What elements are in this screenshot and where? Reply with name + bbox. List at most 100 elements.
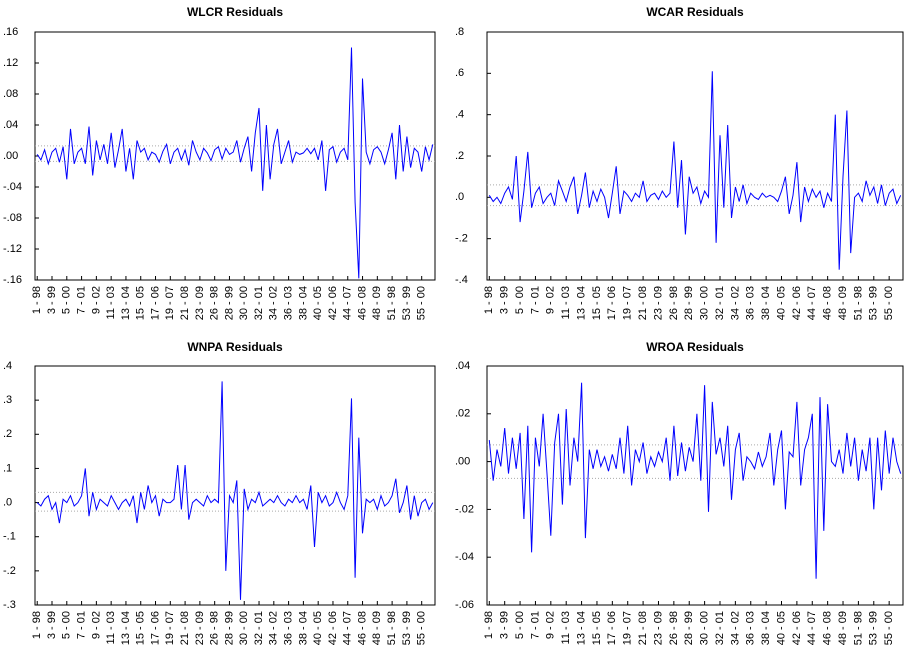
y-tick-label: .12 — [3, 57, 18, 69]
x-tick-label: 17 - 06 — [606, 286, 618, 320]
x-tick-label: 23 - 09 — [652, 611, 664, 645]
x-tick-label: 1 - 98 — [31, 611, 43, 639]
y-tick-label: .4 — [455, 109, 464, 121]
x-tick-label: 32 - 01 — [714, 611, 726, 645]
x-tick-label: 7 - 01 — [75, 286, 87, 314]
y-tick-label: .08 — [3, 88, 18, 100]
x-tick-label: 11 - 03 — [105, 611, 117, 644]
x-tick-label: 48 - 09 — [837, 611, 849, 645]
y-tick-label: .00 — [455, 456, 470, 468]
x-tick-label: 34 - 02 — [268, 286, 280, 320]
x-tick-label: 38 - 04 — [760, 286, 772, 320]
x-tick-label: 30 - 00 — [699, 611, 711, 645]
y-tick-label: -.1 — [3, 531, 16, 543]
x-tick-label: 42 - 06 — [791, 611, 803, 645]
y-tick-label: .02 — [455, 408, 470, 420]
x-tick-label: 55 - 00 — [883, 611, 895, 645]
y-tick-label: -.08 — [3, 212, 22, 224]
x-tick-label: 13 - 04 — [120, 611, 132, 645]
x-tick-label: 26 - 98 — [668, 611, 680, 645]
y-tick-label: .4 — [3, 360, 12, 372]
x-tick-label: 55 - 00 — [883, 286, 895, 320]
x-tick-label: 17 - 06 — [606, 611, 618, 645]
x-tick-label: 23 - 09 — [652, 286, 664, 320]
x-tick-label: 5 - 00 — [514, 286, 526, 314]
y-tick-label: .0 — [455, 191, 464, 203]
x-tick-label: 13 - 04 — [120, 286, 132, 320]
x-tick-label: 55 - 00 — [416, 286, 428, 320]
x-tick-label: 5 - 00 — [61, 286, 73, 314]
x-tick-label: 32 - 01 — [714, 286, 726, 320]
x-tick-label: 9 - 02 — [90, 611, 102, 639]
x-tick-label: 55 - 00 — [416, 611, 428, 645]
x-tick-label: 51 - 98 — [386, 286, 398, 320]
x-tick-label: 15 - 05 — [591, 286, 603, 320]
x-tick-label: 38 - 04 — [760, 611, 772, 645]
x-tick-label: 5 - 00 — [514, 611, 526, 639]
x-tick-label: 42 - 06 — [327, 611, 339, 645]
x-tick-label: 5 - 00 — [61, 611, 73, 639]
x-tick-label: 23 - 09 — [194, 611, 206, 645]
x-tick-label: 36 - 03 — [745, 286, 757, 320]
y-tick-label: -.2 — [455, 233, 468, 245]
x-tick-label: 53 - 99 — [401, 611, 413, 645]
y-tick-label: -.16 — [3, 274, 22, 286]
x-tick-label: 32 - 01 — [253, 286, 265, 320]
chart-title: WCAR Residuals — [646, 5, 744, 19]
x-tick-label: 34 - 02 — [268, 611, 280, 645]
y-tick-label: -.04 — [455, 551, 474, 563]
y-tick-label: -.12 — [3, 243, 22, 255]
y-tick-label: -.04 — [3, 181, 22, 193]
y-tick-label: .2 — [3, 428, 12, 440]
x-tick-label: 1 - 98 — [31, 286, 43, 314]
chart-title: WNPA Residuals — [187, 340, 283, 354]
y-tick-label: -.06 — [455, 599, 474, 611]
x-tick-label: 48 - 09 — [837, 286, 849, 320]
x-tick-label: 26 - 98 — [209, 286, 221, 320]
x-tick-label: 46 - 08 — [356, 611, 368, 645]
y-tick-label: .1 — [3, 462, 12, 474]
x-tick-label: 23 - 09 — [194, 286, 206, 320]
x-tick-label: 11 - 03 — [105, 286, 117, 319]
y-tick-label: .3 — [3, 394, 12, 406]
chart-panel: WCAR Residuals -.4 -.2 .0 .2 .4 .6 .8 1 - 98 3 - … — [455, 5, 904, 320]
x-tick-label: 17 - 06 — [149, 286, 161, 320]
x-tick-label: 21 - 08 — [179, 286, 191, 320]
x-tick-label: 13 - 04 — [575, 286, 587, 320]
y-tick-label: -.02 — [455, 503, 474, 515]
x-tick-label: 15 - 05 — [135, 611, 147, 645]
x-tick-label: 9 - 02 — [90, 286, 102, 314]
x-tick-label: 28 - 99 — [223, 286, 235, 320]
y-tick-label: .8 — [455, 26, 464, 38]
chart-panel: WROA Residuals -.06 -.04 -.02 .00 .02 .04 1 - 9… — [455, 340, 904, 645]
residual-line — [488, 71, 902, 270]
x-tick-label: 51 - 98 — [852, 286, 864, 320]
x-tick-label: 42 - 06 — [327, 286, 339, 320]
x-tick-label: 34 - 02 — [729, 286, 741, 320]
x-tick-label: 53 - 99 — [401, 286, 413, 320]
x-tick-label: 21 - 08 — [179, 611, 191, 645]
x-tick-label: 34 - 02 — [729, 611, 741, 645]
y-tick-label: .04 — [455, 360, 470, 372]
x-tick-label: 48 - 09 — [371, 286, 383, 320]
y-tick-label: .16 — [3, 26, 18, 38]
residual-line — [488, 382, 902, 579]
x-tick-label: 44 - 07 — [342, 611, 354, 645]
x-tick-label: 40 - 05 — [775, 611, 787, 645]
x-tick-label: 28 - 99 — [683, 611, 695, 645]
x-tick-label: 19 - 07 — [622, 611, 634, 645]
x-tick-label: 32 - 01 — [253, 611, 265, 645]
x-tick-label: 38 - 04 — [297, 286, 309, 320]
plot-frame — [34, 365, 436, 606]
y-tick-label: -.2 — [3, 565, 16, 577]
x-tick-label: 28 - 99 — [223, 611, 235, 645]
x-tick-label: 46 - 08 — [822, 286, 834, 320]
x-tick-label: 30 - 00 — [238, 611, 250, 645]
x-tick-label: 3 - 99 — [499, 286, 511, 314]
x-tick-label: 19 - 07 — [164, 611, 176, 645]
x-tick-label: 7 - 01 — [75, 611, 87, 639]
x-tick-label: 53 - 99 — [868, 286, 880, 320]
x-tick-label: 11 - 03 — [560, 286, 572, 319]
plot-frame — [486, 365, 904, 606]
x-tick-label: 15 - 05 — [591, 611, 603, 645]
